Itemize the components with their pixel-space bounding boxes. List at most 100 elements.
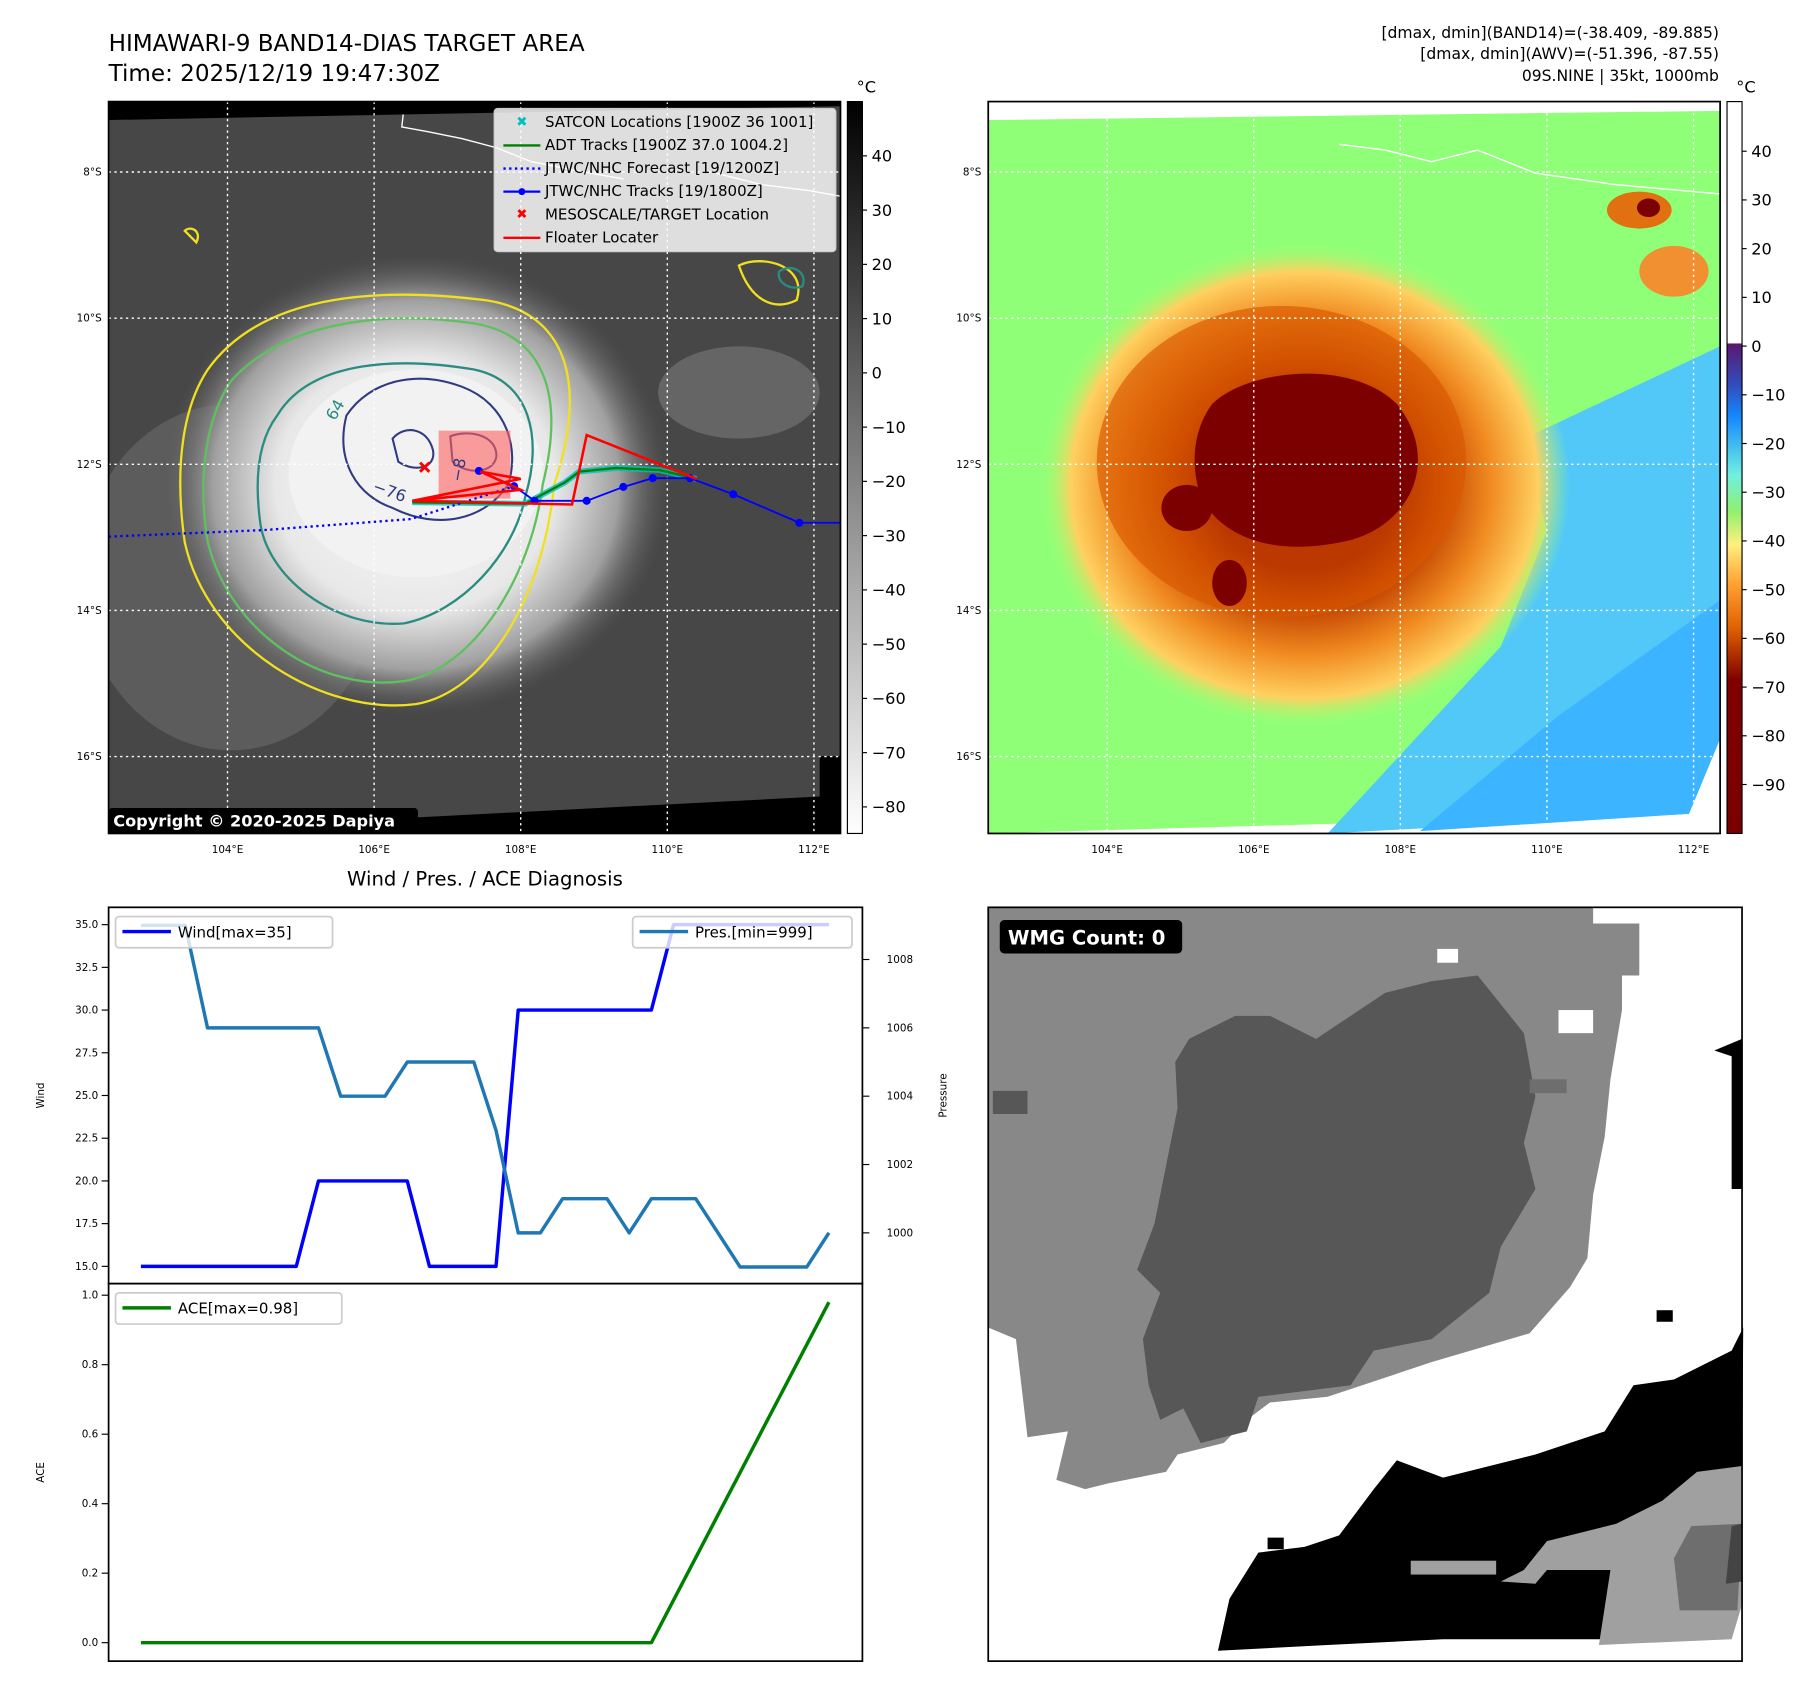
lat-label: 10°S <box>956 313 981 325</box>
y-tick-label: 0.4 <box>82 1498 99 1510</box>
colorbar-tick-label: −50 <box>872 635 906 654</box>
colorbar-tick-label: −90 <box>1751 775 1785 794</box>
colorbar-tick-label: 30 <box>872 201 893 220</box>
colorbar-tick-label: −30 <box>872 526 906 545</box>
colorbar-tick-label: −20 <box>872 472 906 491</box>
wmg-panel: WMG Count: 0 <box>987 906 1744 1663</box>
copyright-badge: Copyright © 2020-2025 Dapiya <box>108 808 418 834</box>
colorbar-tick-label: −50 <box>1751 580 1785 599</box>
colorbar-tick-label: 10 <box>1751 288 1772 307</box>
y2-tick-label: 1006 <box>887 1022 913 1034</box>
lon-label: 112°E <box>1678 844 1710 856</box>
colorbar-tick-label: −10 <box>1751 386 1785 405</box>
jtwc-track <box>478 470 841 524</box>
y-tick-label: 30.0 <box>75 1005 98 1017</box>
floater-locater <box>411 433 698 506</box>
colorbar-tick-label: 0 <box>1751 337 1761 356</box>
colorbar-tick-label: 10 <box>872 309 893 328</box>
lon-label: 110°E <box>652 844 684 856</box>
legend-label: ADT Tracks [1900Z 37.0 1004.2] <box>545 136 788 154</box>
chart-legend-label: Pres.[min=999] <box>695 923 813 941</box>
colorbar-right: °C 40 30 20 10 0 −10 −20 −30 −40 −50 −60 −70 −80 −90 <box>1726 77 1785 835</box>
colorbar-unit: °C <box>1736 77 1755 96</box>
legend-label: MESOSCALE/TARGET Location <box>545 205 769 223</box>
legend-x-icon <box>517 116 527 126</box>
y-tick-label: 27.5 <box>75 1047 98 1059</box>
y-tick-label: 35.0 <box>75 919 98 931</box>
y2-axis-label: Pressure <box>938 1073 950 1117</box>
figure-time: Time: 2025/12/19 19:47:30Z <box>108 61 440 87</box>
lon-label: 112°E <box>798 844 830 856</box>
jtwc-track-point <box>795 518 804 527</box>
chart-frame <box>107 1282 864 1663</box>
colorbar-tick-label: −60 <box>872 689 906 708</box>
chart-legend <box>114 915 334 949</box>
lat-label: 12°S <box>956 459 981 471</box>
lat-label: 14°S <box>956 605 981 617</box>
jtwc-track-point <box>582 496 591 505</box>
series-line-ace <box>140 1301 831 1645</box>
colorbar-tick-label: −60 <box>1751 629 1785 648</box>
y-tick-label: 0.8 <box>82 1359 98 1371</box>
colorbar-tick-label: −70 <box>872 743 906 762</box>
y-tick-label: 20.0 <box>75 1175 98 1187</box>
y-tick-label: 0.2 <box>82 1568 98 1580</box>
legend-label: JTWC/NHC Tracks [19/1800Z] <box>544 182 763 200</box>
legend-label: SATCON Locations [1900Z 36 1001] <box>545 113 813 131</box>
y-tick-label: 17.5 <box>75 1218 98 1230</box>
jtwc-track-point <box>619 482 628 491</box>
y-tick-label: 15.0 <box>75 1261 98 1273</box>
lat-label: 16°S <box>956 751 981 763</box>
lon-label: 104°E <box>1091 844 1123 856</box>
figure-title: HIMAWARI-9 BAND14-DIAS TARGET AREA <box>109 31 585 57</box>
copyright-text: Copyright © 2020-2025 Dapiya <box>113 812 395 831</box>
lon-label: 110°E <box>1531 844 1563 856</box>
colorbar-tick-label: 20 <box>1751 239 1772 258</box>
y-tick-label: 1.0 <box>82 1290 98 1302</box>
colorbar-tick-label: −80 <box>1751 727 1785 746</box>
colorbar-tick-label: −70 <box>1751 678 1785 697</box>
chart-legend-label: Wind[max=35] <box>178 923 292 941</box>
lat-label: 12°S <box>77 459 102 471</box>
wind-pressure-chart: 15.0 17.5 20.0 22.5 25.0 27.5 30.0 32.5 35.0 Wind… <box>35 906 950 1285</box>
colorbar-tick-label: 30 <box>1751 191 1772 210</box>
map-right-axes: 8°S 10°S 12°S 14°S 16°S 104°E 106°E 108°E 110°E 1… <box>956 166 1709 856</box>
chart-legend-label: ACE[max=0.98] <box>178 1300 298 1318</box>
lat-label: 14°S <box>77 605 102 617</box>
y-tick-label: 22.5 <box>75 1133 98 1145</box>
wmg-count-label: WMG Count: 0 <box>1008 926 1166 949</box>
colorbar-tick-label: −80 <box>872 798 906 817</box>
chart-legend <box>114 1292 343 1325</box>
colorbar-tick-label: 20 <box>872 255 893 274</box>
colorbar-tick-label: 0 <box>872 364 882 383</box>
lat-label: 8°S <box>963 166 982 178</box>
lon-label: 106°E <box>358 844 390 856</box>
legend-dot-icon <box>518 188 526 196</box>
chart-legend <box>631 915 853 949</box>
y-axis-label: Wind <box>35 1082 47 1108</box>
colorbar-tick-label: −10 <box>872 418 906 437</box>
colorbar-left: °C 40 30 20 10 0 −10 −20 −30 −40 −50 −60 −70 −80 <box>846 77 906 835</box>
storm-info: 09S.NINE | 35kt, 1000mb <box>1522 67 1719 85</box>
colorbar-tick-label: −20 <box>1751 434 1785 453</box>
lon-label: 106°E <box>1238 844 1270 856</box>
y2-tick-label: 1002 <box>887 1159 913 1171</box>
map-left-axes: 8°S 10°S 12°S 14°S 16°S 104°E 106°E 108°E 110°E 1… <box>77 166 830 856</box>
y-tick-label: 25.0 <box>75 1090 98 1102</box>
ace-chart: 0.0 0.2 0.4 0.6 0.8 1.0 ACE ACE[max=0.98] <box>35 1282 864 1663</box>
colorbar-tick-label: 40 <box>872 147 893 166</box>
series-line-pres <box>140 923 831 1269</box>
lon-label: 104°E <box>212 844 244 856</box>
lat-label: 10°S <box>77 313 102 325</box>
band14-range: [dmax, dmin](BAND14)=(-38.409, -89.885) <box>1381 24 1719 42</box>
lon-label: 108°E <box>505 844 537 856</box>
map-right-gridlines <box>988 101 1721 834</box>
colorbar-tick-label: −40 <box>872 581 906 600</box>
y-tick-label: 32.5 <box>75 962 98 974</box>
diagnosis-title: Wind / Pres. / ACE Diagnosis <box>347 867 623 890</box>
colorbar-tick-label: 40 <box>1751 142 1772 161</box>
awv-map-right[interactable] <box>988 101 1721 834</box>
y-tick-label: 0.0 <box>82 1637 98 1649</box>
map-legend: SATCON Locations [1900Z 36 1001] ADT Trac… <box>493 107 837 253</box>
